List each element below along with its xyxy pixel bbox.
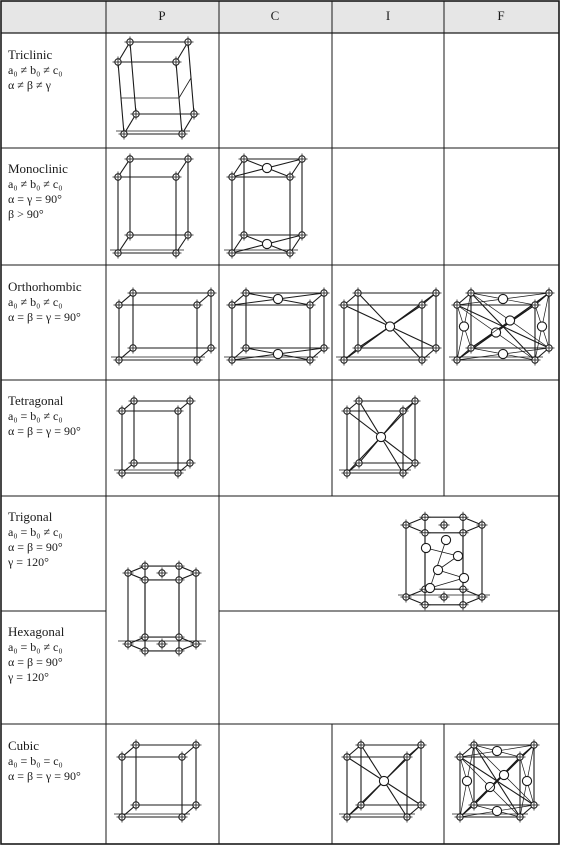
lattice-edge bbox=[470, 292, 536, 361]
monoclinic-primitive-cell bbox=[110, 153, 194, 259]
cubic-primitive-cell bbox=[114, 739, 202, 823]
lattice-point bbox=[420, 542, 432, 554]
lattice-point bbox=[378, 775, 390, 787]
system-name-orthorhombic: Orthorhombic bbox=[8, 279, 82, 294]
system-name-tetragonal: Tetragonal bbox=[8, 393, 64, 408]
system-angles-trigonal: α = β = 90° bbox=[8, 540, 63, 554]
lattice-point bbox=[261, 238, 273, 250]
column-header-p: P bbox=[158, 8, 166, 23]
tetragonal-primitive-cell bbox=[114, 395, 196, 479]
monoclinic-base-centered-cell bbox=[224, 153, 308, 259]
lattice-point bbox=[491, 745, 503, 757]
lattice-edge bbox=[175, 41, 189, 63]
system-axes-tetragonal: a₀ = b₀ ≠ c₀ bbox=[8, 409, 63, 423]
triclinic-primitive-cell bbox=[112, 36, 200, 140]
lattice-point bbox=[504, 315, 516, 326]
lattice-point bbox=[458, 321, 470, 332]
system-angles-cubic: α = β = γ = 90° bbox=[8, 769, 81, 783]
system-axes-monoclinic: a₀ ≠ b₀ ≠ c₀ bbox=[8, 177, 63, 191]
system-name-triclinic: Triclinic bbox=[8, 47, 53, 62]
system-beta-monoclinic: β > 90° bbox=[8, 207, 44, 221]
lattice-point bbox=[536, 321, 548, 332]
header-band bbox=[1, 1, 559, 33]
lattice-edge bbox=[129, 41, 137, 115]
lattice-edge bbox=[473, 744, 521, 818]
system-axes-triclinic: a₀ ≠ b₀ ≠ c₀ bbox=[8, 63, 63, 77]
system-axes-cubic: a₀ = b₀ = c₀ bbox=[8, 754, 63, 768]
lattice-point bbox=[424, 582, 436, 594]
lattice-point bbox=[498, 769, 510, 781]
tetragonal-body-centered-cell bbox=[339, 395, 421, 479]
lattice-point bbox=[490, 327, 502, 338]
lattice-point bbox=[261, 162, 273, 174]
lattice-point bbox=[440, 534, 452, 546]
orthorhombic-face-centered-cell bbox=[449, 287, 555, 366]
lattice-point bbox=[452, 550, 464, 562]
hexagonal-primitive-cell bbox=[118, 560, 206, 657]
lattice-point bbox=[384, 321, 396, 332]
system-name-monoclinic: Monoclinic bbox=[8, 161, 68, 176]
system-gamma-trigonal: γ = 120° bbox=[8, 555, 49, 569]
cubic-body-centered-cell bbox=[339, 739, 427, 823]
orthorhombic-body-centered-cell bbox=[336, 287, 442, 366]
lattice-point bbox=[375, 431, 387, 443]
column-header-c: C bbox=[270, 8, 280, 23]
lattice-point bbox=[521, 775, 533, 787]
column-header-i: I bbox=[385, 8, 391, 23]
lattice-point bbox=[272, 348, 284, 360]
lattice-point bbox=[497, 348, 509, 360]
system-name-hexagonal: Hexagonal bbox=[8, 624, 65, 639]
orthorhombic-base-centered-cell bbox=[224, 287, 330, 366]
lattice-point bbox=[432, 564, 444, 576]
lattice-point bbox=[461, 775, 473, 787]
lattice-point bbox=[272, 293, 284, 305]
lattice-point bbox=[497, 293, 509, 305]
orthorhombic-primitive-cell bbox=[111, 287, 217, 366]
system-angles-triclinic: α ≠ β ≠ γ bbox=[8, 78, 51, 92]
system-axes-trigonal: a₀ = b₀ ≠ c₀ bbox=[8, 525, 63, 539]
system-gamma-hexagonal: γ = 120° bbox=[8, 670, 49, 684]
system-name-cubic: Cubic bbox=[8, 738, 40, 753]
system-angles-tetragonal: α = β = γ = 90° bbox=[8, 424, 81, 438]
lattice-edge bbox=[429, 539, 447, 589]
lattice-point bbox=[491, 805, 503, 817]
system-angles-monoclinic: α = γ = 90° bbox=[8, 192, 62, 206]
trigonal-rhombohedral-cell bbox=[398, 511, 490, 611]
cubic-face-centered-cell bbox=[452, 739, 540, 823]
lattice-point bbox=[484, 781, 496, 793]
lattice-edge bbox=[178, 77, 192, 99]
system-angles-hexagonal: α = β = 90° bbox=[8, 655, 63, 669]
system-angles-orthorhombic: α = β = γ = 90° bbox=[8, 310, 81, 324]
lattice-point bbox=[458, 572, 470, 584]
system-axes-orthorhombic: a₀ ≠ b₀ ≠ c₀ bbox=[8, 295, 63, 309]
system-name-trigonal: Trigonal bbox=[8, 509, 53, 524]
system-axes-hexagonal: a₀ = b₀ ≠ c₀ bbox=[8, 640, 63, 654]
column-header-f: F bbox=[497, 8, 505, 23]
lattice-edge bbox=[429, 577, 465, 589]
lattice-edge bbox=[117, 41, 131, 63]
